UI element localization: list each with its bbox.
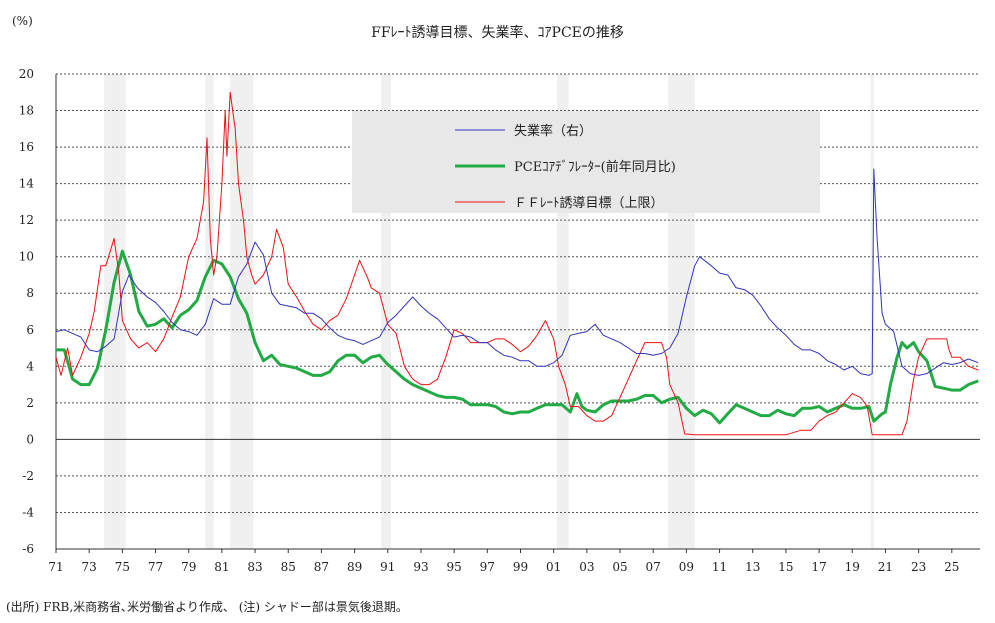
x-tick-label: 99 [513,560,528,574]
y-tick-label: -2 [22,469,34,483]
core-pce-line [56,249,979,425]
x-tick-label: 23 [911,560,926,574]
y-tick-label: 8 [26,286,34,300]
y-tick-label: 6 [26,323,34,337]
legend-box [352,111,820,213]
x-tick-label: 87 [314,560,329,574]
y-tick-label: 16 [19,140,34,154]
x-tick-label: 83 [247,560,262,574]
recession-band-0 [104,74,126,549]
recession-band-3 [381,74,392,549]
x-tick-label: 91 [380,560,395,574]
x-tick-label: 77 [148,560,163,574]
legend: 失業率（右） PCEｺｱﾃﾞﾌﾚｰﾀｰ(前年同月比) ＦＦﾚｰﾄ誘導目標（上限） [352,111,820,213]
x-tick-label: 75 [115,560,130,574]
legend-unemployment-label: 失業率（右） [514,123,592,139]
y-axis-unit: (%) [12,14,33,28]
y-axis-ticks: -6 -4 -2 0 2 4 6 8 10 12 14 16 18 20 [19,67,35,556]
chart-title: FFﾚｰﾄ誘導目標、失業率、ｺｱPCEの推移 [371,25,624,41]
x-tick-label: 97 [480,560,495,574]
x-tick-label: 79 [181,560,196,574]
x-tick-label: 73 [82,560,97,574]
y-tick-label: 10 [19,250,34,264]
y-tick-label: 14 [19,177,35,191]
x-tick-label: 13 [745,560,760,574]
recession-band-2 [230,74,254,549]
y-tick-label: 2 [26,396,34,410]
x-tick-label: 11 [712,560,727,574]
recession-band-6 [870,74,874,549]
x-tick-label: 03 [579,560,594,574]
x-tick-label: 09 [679,560,694,574]
series-lines [55,91,979,436]
y-tick-label: 4 [26,359,34,373]
recession-band-4 [556,74,569,549]
x-tick-label: 25 [944,560,959,574]
grid-lines [55,73,980,550]
x-tick-label: 95 [446,560,461,574]
x-tick-label: 15 [778,560,793,574]
x-tick-label: 05 [612,560,627,574]
x-tick-label: 89 [347,560,362,574]
x-tick-label: 81 [214,560,229,574]
ff-rate-line [55,91,979,436]
y-tick-label: 12 [19,213,34,227]
x-tick-label: 07 [646,560,661,574]
x-tick-label: 01 [546,560,561,574]
x-tick-label: 21 [878,560,893,574]
unemployment-line [55,168,979,376]
y-tick-label: 20 [19,67,34,81]
x-axis-ticks: 71 73 75 77 79 81 83 85 87 89 91 93 95 97 99 01 03 05 07 09… [48,549,959,574]
x-tick-label: 71 [48,560,63,574]
y-tick-label: -6 [22,542,34,556]
x-tick-label: 17 [811,560,826,574]
x-tick-label: 19 [845,560,860,574]
x-tick-label: 85 [281,560,296,574]
source-note: (出所) FRB,米商務省､米労働省より作成、 (注) シャドー部は景気後退期。 [6,600,408,614]
x-tick-label: 93 [413,560,428,574]
legend-core-pce-label: PCEｺｱﾃﾞﾌﾚｰﾀｰ(前年同月比) [514,159,676,175]
legend-ff-rate-label: ＦＦﾚｰﾄ誘導目標（上限） [514,196,664,211]
y-tick-label: -4 [22,505,34,519]
y-tick-label: 0 [26,432,34,446]
y-tick-label: 18 [19,104,34,118]
